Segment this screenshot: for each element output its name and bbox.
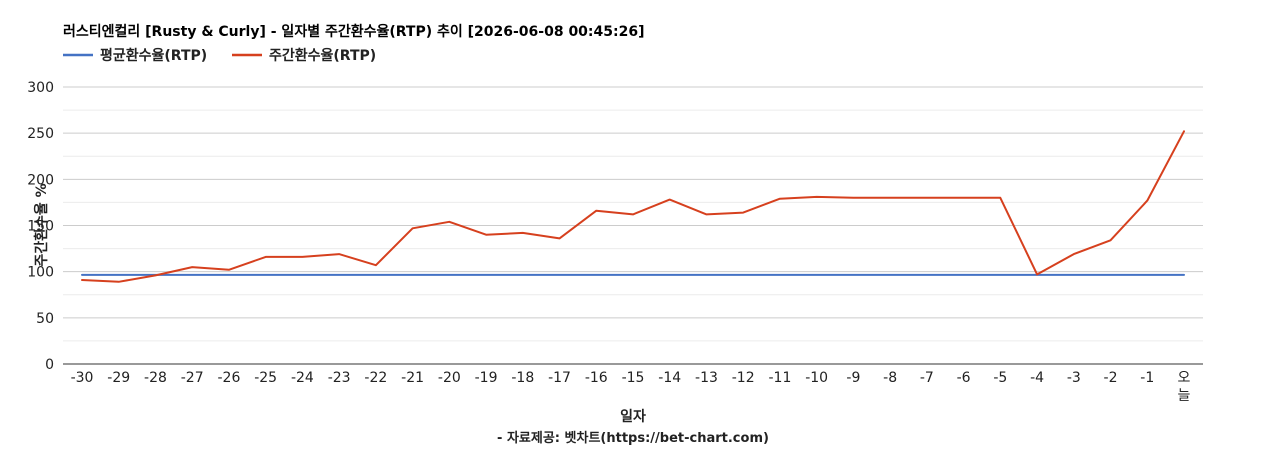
x-tick-label: -16 (585, 370, 608, 386)
x-tick-label: -29 (107, 370, 130, 386)
x-tick-label: -15 (622, 370, 645, 386)
series-layer (81, 130, 1185, 283)
x-tick-label: -8 (883, 370, 897, 386)
y-axis-label: 주간환수율 % (33, 183, 50, 266)
x-tick-label: -14 (658, 370, 681, 386)
series-line-weekly-rtp (81, 130, 1185, 283)
legend: 평균환수율(RTP) 주간환수율(RTP) (63, 47, 376, 64)
legend-label-weekly: 주간환수율(RTP) (269, 47, 376, 64)
grid-lines (63, 86, 1203, 365)
x-tick-label: -12 (732, 370, 755, 386)
x-tick-label: -18 (511, 370, 534, 386)
x-tick-label: -5 (993, 370, 1007, 386)
x-axis-ticks: -30 -29 -28 -27 -26 -25 -24 -23 -22 -21 -20 -19 -18-… (71, 370, 1191, 404)
x-tick-label: -1 (1140, 370, 1154, 386)
x-tick-label: -3 (1067, 370, 1081, 386)
legend-label-average: 평균환수율(RTP) (100, 47, 207, 64)
x-tick-label: -28 (144, 370, 167, 386)
x-tick-label: -4 (1030, 370, 1044, 386)
data-source-credit: - 자료제공: 벳차트(https://bet-chart.com) (497, 430, 769, 446)
x-tick-label: -26 (217, 370, 240, 386)
x-tick-label: -7 (920, 370, 934, 386)
y-axis-ticks: 0 50 100 150 200 250 300 (27, 80, 54, 373)
x-tick-label: -6 (957, 370, 971, 386)
x-tick-label: -9 (846, 370, 860, 386)
x-tick-label: -22 (364, 370, 387, 386)
x-tick-label: -25 (254, 370, 277, 386)
x-axis-label: 일자 (620, 409, 646, 425)
x-tick-label: -10 (805, 370, 828, 386)
x-tick-label: -23 (328, 370, 351, 386)
y-tick-label: 250 (27, 126, 54, 142)
y-tick-label: 50 (36, 311, 54, 327)
chart-title: 러스티엔컬리 [Rusty & Curly] - 일자별 주간환수율(RTP) … (63, 23, 644, 40)
y-tick-label: 300 (27, 80, 54, 96)
x-tick-label: -2 (1104, 370, 1118, 386)
x-tick-label: -11 (768, 370, 791, 386)
y-tick-label: 100 (27, 265, 54, 281)
y-tick-label: 150 (27, 219, 54, 235)
x-tick-label: -17 (548, 370, 571, 386)
y-tick-label: 0 (45, 357, 54, 373)
y-tick-label: 200 (27, 172, 54, 188)
x-tick-label: -30 (71, 370, 94, 386)
x-tick-label: -19 (475, 370, 498, 386)
x-tick-label: -13 (695, 370, 718, 386)
x-tick-label: -27 (181, 370, 204, 386)
x-tick-label: -24 (291, 370, 314, 386)
x-tick-label: -20 (438, 370, 461, 386)
x-tick-label: -21 (401, 370, 424, 386)
